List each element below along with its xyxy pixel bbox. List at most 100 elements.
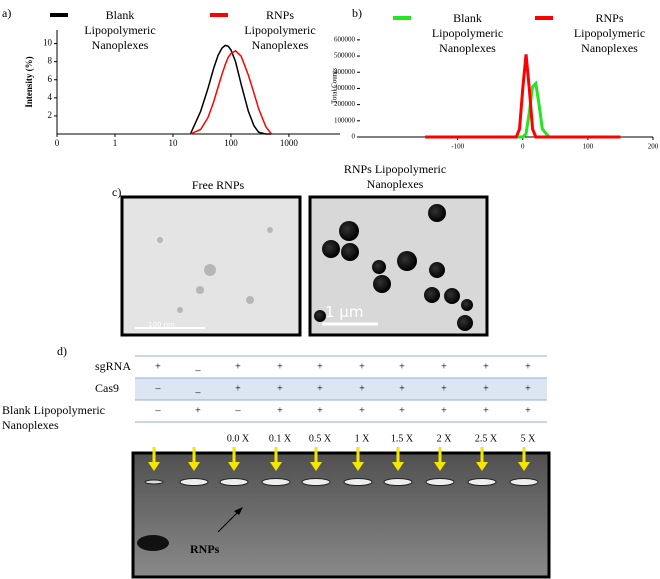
row-label: sgRNA <box>95 359 132 373</box>
arrow-head <box>518 462 530 471</box>
panel-label: d) <box>57 344 67 358</box>
cell: + <box>525 405 531 416</box>
y-tick-label: 2 <box>48 110 53 120</box>
tem-texture <box>157 227 273 313</box>
x-tick-label: 1000 <box>280 138 299 148</box>
y-tick-label: 300000 <box>334 84 356 92</box>
row-label: Blank Lipopolymeric Nanoplexes <box>2 403 105 432</box>
image-title: Free RNPs <box>191 178 245 192</box>
arrow-head <box>476 462 488 471</box>
cell: + <box>441 361 447 372</box>
x-tick-label: 100 <box>583 143 594 151</box>
gel-image <box>131 451 551 579</box>
legend-label: Blank Lipopolymeric Nanoplexes <box>84 8 156 52</box>
x-tick-label: 0 <box>55 138 60 148</box>
cell: + <box>317 383 323 394</box>
x-tick-label: 0 <box>521 143 525 151</box>
cell: + <box>483 383 489 394</box>
ratio-label: 0.0 X <box>227 433 250 444</box>
scale-label: 1 μm <box>325 303 364 321</box>
cell: + <box>483 405 489 416</box>
pointer-head <box>234 507 243 515</box>
series-line <box>425 54 621 139</box>
y-tick-label: 400000 <box>334 68 356 76</box>
row-shade <box>135 378 547 400</box>
x-tick-label: -100 <box>451 143 464 151</box>
ratio-label: 2.5 X <box>475 433 498 444</box>
gel-band <box>343 478 373 486</box>
cell: + <box>441 405 447 416</box>
y-tick-label: 600000 <box>334 35 356 43</box>
x-tick-label: 100 <box>224 138 238 148</box>
panel-label: b) <box>352 6 362 20</box>
arrow-head <box>228 462 240 471</box>
y-axis-title: Total Counts <box>331 68 339 104</box>
arrow-head <box>148 462 160 471</box>
series-line <box>190 49 273 135</box>
series-line <box>189 44 272 135</box>
cell: + <box>399 361 405 372</box>
image-title: RNPs Lipopolymeric Nanoplexes <box>343 162 447 191</box>
ratio-label: 1 X <box>355 433 371 444</box>
cell: + <box>277 405 283 416</box>
panel-label: a) <box>2 6 12 20</box>
cell: + <box>317 405 323 416</box>
panel-label: c) <box>112 185 122 199</box>
cell: _ <box>195 361 202 372</box>
arrow-head <box>352 462 364 471</box>
legend-label: Blank Lipopolymeric Nanoplexes <box>431 11 504 55</box>
gel-band <box>383 478 413 486</box>
cell: + <box>277 383 283 394</box>
x-tick-label: 1 <box>113 138 118 148</box>
ratio-label: 0.1 X <box>269 433 292 444</box>
cell: + <box>277 361 283 372</box>
arrow-head <box>310 462 322 471</box>
gel-band <box>179 478 209 486</box>
arrow-head <box>270 462 282 471</box>
band-label: RNPs <box>190 542 220 556</box>
y-tick-label: 0 <box>352 133 356 141</box>
cell: + <box>359 383 365 394</box>
gel-band <box>425 478 455 486</box>
cell: + <box>483 361 489 372</box>
cell: + <box>317 361 323 372</box>
scale-label: 100 nm <box>148 321 175 329</box>
gel-band <box>144 479 164 485</box>
y-tick-label: 500000 <box>334 52 356 60</box>
y-tick-label: 200000 <box>334 100 356 108</box>
y-tick-label: 4 <box>48 92 53 102</box>
cell: + <box>441 383 447 394</box>
cell: + <box>359 405 365 416</box>
cell: + <box>155 361 161 372</box>
arrow-head <box>434 462 446 471</box>
gel-band <box>261 478 291 486</box>
row-label: Cas9 <box>95 381 119 395</box>
cell: – <box>155 405 162 416</box>
y-tick-label: 100000 <box>334 116 356 124</box>
gel-band <box>467 478 497 486</box>
y-tick-label: 8 <box>48 56 53 66</box>
arrow-head <box>392 462 404 471</box>
gel-band <box>301 478 331 486</box>
x-tick-label: 200 <box>648 143 659 151</box>
cell: _ <box>195 383 202 394</box>
y-tick-label: 6 <box>48 74 53 84</box>
cell: – <box>155 383 162 394</box>
gel-band <box>219 478 249 486</box>
ratio-label: 2 X <box>437 433 453 444</box>
gel-band <box>509 478 539 486</box>
cell: + <box>399 405 405 416</box>
ratio-label: 1.5 X <box>391 433 414 444</box>
arrow-head <box>188 462 200 471</box>
cell: + <box>195 405 201 416</box>
cell: + <box>235 383 241 394</box>
legend-label: RNPs Lipopolymeric Nanoplexes <box>244 8 316 52</box>
ratio-label: 0.5 X <box>309 433 332 444</box>
ratio-label: 5 X <box>521 433 537 444</box>
y-axis-title: Intensity (%) <box>24 56 34 107</box>
gel-band <box>137 535 169 551</box>
cell: + <box>525 383 531 394</box>
cell: – <box>235 405 242 416</box>
